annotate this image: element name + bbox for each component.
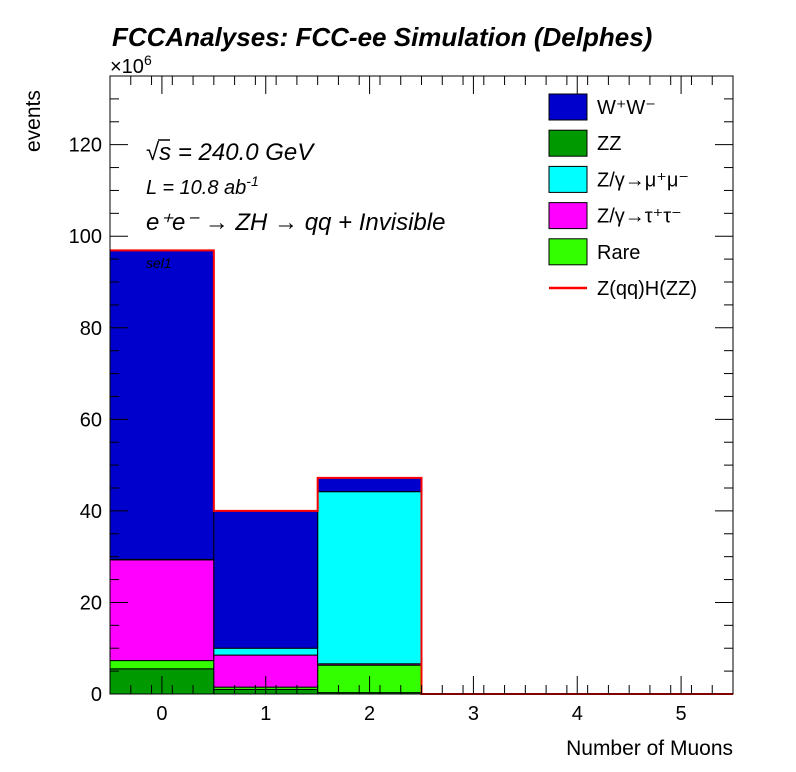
legend-label: Z/γ→τ⁺τ⁻ <box>597 206 682 228</box>
y-tick-label: 100 <box>69 226 102 248</box>
legend-swatch <box>548 165 588 193</box>
y-axis-label: events <box>22 90 45 152</box>
legend-label: Z/γ→μ⁺μ⁻ <box>597 169 689 191</box>
x-tick-label: 3 <box>468 703 479 725</box>
luminosity-annotation: L = 10.8 ab-1 <box>146 173 259 199</box>
chart-title: FCCAnalyses: FCC-ee Simulation (Delphes) <box>112 22 652 52</box>
legend-label: Z(qq)H(ZZ) <box>597 278 697 300</box>
y-tick-label: 20 <box>80 592 102 614</box>
legend-swatch <box>548 93 588 121</box>
y-exponent-label: ×106 <box>110 52 152 78</box>
y-tick-label: 40 <box>80 501 102 523</box>
legend: W⁺W⁻ ZZ Z/γ→μ⁺μ⁻ Z/γ→τ⁺τ⁻ Rare Z(qq)H(ZZ) <box>548 93 697 300</box>
y-tick-label: 0 <box>91 684 102 706</box>
y-tick-label: 80 <box>80 318 102 340</box>
y-tick-label: 60 <box>80 409 102 431</box>
bar-WW-bin-1 <box>213 510 319 649</box>
x-tick-label: 0 <box>156 703 167 725</box>
legend-swatch <box>548 238 588 266</box>
legend-label: W⁺W⁻ <box>597 97 656 119</box>
bar-WW-bin-0 <box>109 249 215 560</box>
x-axis-label: Number of Muons <box>566 737 733 760</box>
bar-Z-bin-0 <box>109 559 215 662</box>
bar-Z-bin-2 <box>317 491 422 665</box>
process-annotation: e⁺e⁻ → ZH → qq + Invisible <box>146 209 445 236</box>
bar-WW-bin-2 <box>317 477 422 493</box>
legend-swatch <box>548 202 588 230</box>
x-tick-label: 4 <box>572 703 583 725</box>
x-tick-label: 2 <box>364 703 375 725</box>
bar-Rare-bin-0 <box>109 660 215 670</box>
axis-ticks: 0 20 40 60 80 100 120 0 1 2 3 4 5 <box>69 75 734 725</box>
selection-label: sel1 <box>146 255 172 271</box>
stacked-bars <box>109 249 422 695</box>
x-tick-label: 5 <box>676 703 687 725</box>
legend-swatch <box>548 129 588 157</box>
x-tick-label: 1 <box>260 703 271 725</box>
sqrt-s-annotation: √s = 240.0 GeV <box>146 139 315 166</box>
y-tick-label: 120 <box>69 135 102 157</box>
bar-Z-bin-1 <box>213 647 319 656</box>
legend-label: Rare <box>597 242 640 264</box>
legend-label: ZZ <box>597 133 621 155</box>
